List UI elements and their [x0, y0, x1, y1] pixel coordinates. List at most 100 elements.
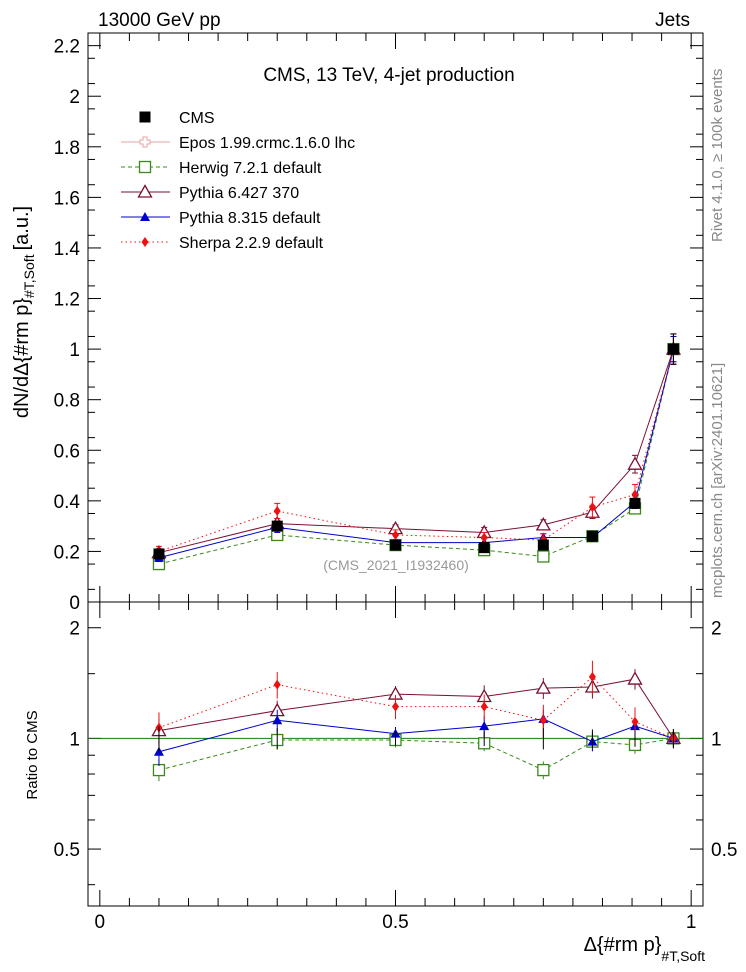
series-0-point [667, 343, 679, 355]
series-5-ratio-point [588, 671, 596, 682]
legend-label: CMS [179, 110, 215, 127]
series-5-point [392, 529, 399, 540]
legend-label: Pythia 8.315 default [179, 210, 321, 227]
series-3-main [151, 333, 682, 559]
x-axis-label: Δ{#rm p}#T,Soft [584, 934, 706, 964]
legend-marker [137, 184, 153, 198]
series-4-ratio-line [158, 718, 674, 753]
legend-label: Herwig 7.2.1 default [179, 160, 322, 177]
header-left: 13000 GeV pp [98, 10, 221, 31]
series-5-point [588, 502, 596, 513]
series-2-ratio-point [537, 763, 550, 777]
y-tick-label: 2.2 [54, 37, 80, 58]
series-4-ratio-point [272, 715, 283, 725]
series-3-ratio-line [158, 678, 674, 739]
legend-item: Pythia 8.315 default [121, 210, 321, 227]
series-0-point [478, 542, 490, 554]
legend-label: Sherpa 2.2.9 default [179, 235, 324, 252]
series-5-ratio-point [631, 716, 639, 727]
legend-label: Pythia 6.427 370 [179, 185, 299, 202]
svg-text:dN/dΔ{#rm p}#T,Soft[a.u.]: dN/dΔ{#rm p}#T,Soft [a.u.] [11, 206, 37, 418]
series-5-point [273, 505, 281, 516]
series-0-point [390, 539, 401, 551]
series-5-ratio [155, 660, 677, 749]
series-3-point [535, 517, 551, 531]
series-0-point [153, 548, 165, 560]
x-axis-label-sub: #T,Soft [661, 948, 705, 964]
legend-item: Herwig 7.2.1 default [121, 160, 322, 177]
legend: CMS Epos 1.99.crmc.1.6.0 lhc Herwig 7.2.1 … [121, 110, 355, 252]
legend-item: CMS [139, 110, 215, 127]
legend-item: Epos 1.99.crmc.1.6.0 lhc [121, 135, 355, 152]
series-5-point [480, 532, 488, 543]
main-axis-ticks: 0 0.2 0.4 0.6 0.8 1 1.2 1.4 1.6 1.8 2 2.2 [54, 33, 703, 614]
y-tick-label: 1.4 [54, 239, 81, 260]
ratio-series-group [151, 660, 682, 782]
y-tick-label: 1.6 [54, 188, 80, 209]
header-right: Jets [655, 10, 690, 31]
y-tick-label: 0.6 [54, 441, 80, 462]
legend-label: Epos 1.99.crmc.1.6.0 lhc [179, 135, 355, 152]
series-3-ratio [151, 669, 682, 749]
ratio-panel-frame [87, 601, 704, 907]
series-5-ratio-point [539, 715, 547, 726]
series-0-point [629, 497, 641, 509]
legend-marker [140, 212, 150, 221]
series-0-point [586, 530, 598, 542]
series-5-ratio-line [158, 676, 674, 739]
y-axis-label-main: dN/dΔ{#rm p} [11, 298, 33, 418]
series-5-ratio-point [392, 701, 399, 712]
y-tick-label: 1 [69, 340, 80, 361]
y-axis-label-sub: #T,Soft [21, 254, 37, 298]
y-tick-label: 0.8 [54, 391, 80, 412]
series-5-point [631, 489, 639, 500]
x-axis-label-main: Δ{#rm p} [584, 934, 662, 956]
ratio-tick-label: 0.5 [54, 840, 80, 861]
ratio-tick-label-right: 2 [711, 619, 722, 640]
y-tick-label: 1.2 [54, 290, 80, 311]
series-5-ratio-point [273, 679, 281, 690]
series-4-line [158, 348, 674, 559]
series-2-ratio-point [152, 763, 166, 777]
legend-marker [139, 111, 151, 123]
series-2-point [537, 550, 550, 563]
ratio-tick-label: 2 [69, 619, 80, 640]
x-tick-label: 0.5 [382, 912, 408, 933]
y-tick-label: 1.8 [54, 138, 80, 159]
series-3-ratio-point [535, 680, 551, 694]
x-tick-label: 0 [95, 912, 106, 933]
legend-marker [138, 160, 152, 174]
legend-marker [141, 237, 149, 247]
series-0-ratio [158, 726, 674, 752]
series-2-line [158, 348, 674, 565]
side-label-rivet: Rivet 4.1.0, ≥ 100k events [709, 69, 726, 242]
main-series-group [151, 333, 682, 571]
side-label-mcplots: mcplots.cern.ch [arXiv:2401.10621] [709, 363, 726, 598]
series-4-ratio-point [479, 721, 490, 731]
legend-item: Pythia 6.427 370 [121, 184, 299, 202]
ratio-tick-label-right: 0.5 [711, 840, 737, 861]
series-0-point [271, 520, 283, 532]
y-axis-label: dN/dΔ{#rm p}#T,Soft [a.u.] [11, 206, 37, 418]
y-tick-label: 0.2 [54, 542, 80, 563]
series-3-ratio-point [627, 671, 643, 685]
legend-item: Sherpa 2.2.9 default [121, 235, 324, 252]
ratio-tick-label: 1 [69, 729, 80, 750]
series-0-main [153, 333, 679, 560]
series-0-point [537, 539, 549, 551]
series-5-main [155, 333, 677, 557]
series-5-ratio-point [480, 701, 488, 712]
y-tick-label: 2 [69, 87, 80, 108]
chart-title: CMS, 13 TeV, 4-jet production [263, 65, 514, 86]
x-tick-label: 1 [686, 912, 697, 933]
series-5-line [158, 348, 674, 552]
legend-marker [139, 136, 151, 148]
series-3-line [158, 348, 674, 554]
analysis-watermark: (CMS_2021_I1932460) [323, 557, 469, 573]
ratio-tick-label-right: 1 [711, 729, 722, 750]
series-2-ratio-line [158, 737, 674, 771]
y-axis-label-unit: [a.u.] [11, 206, 33, 250]
series-4-main [153, 335, 679, 563]
series-3-point [627, 456, 643, 470]
